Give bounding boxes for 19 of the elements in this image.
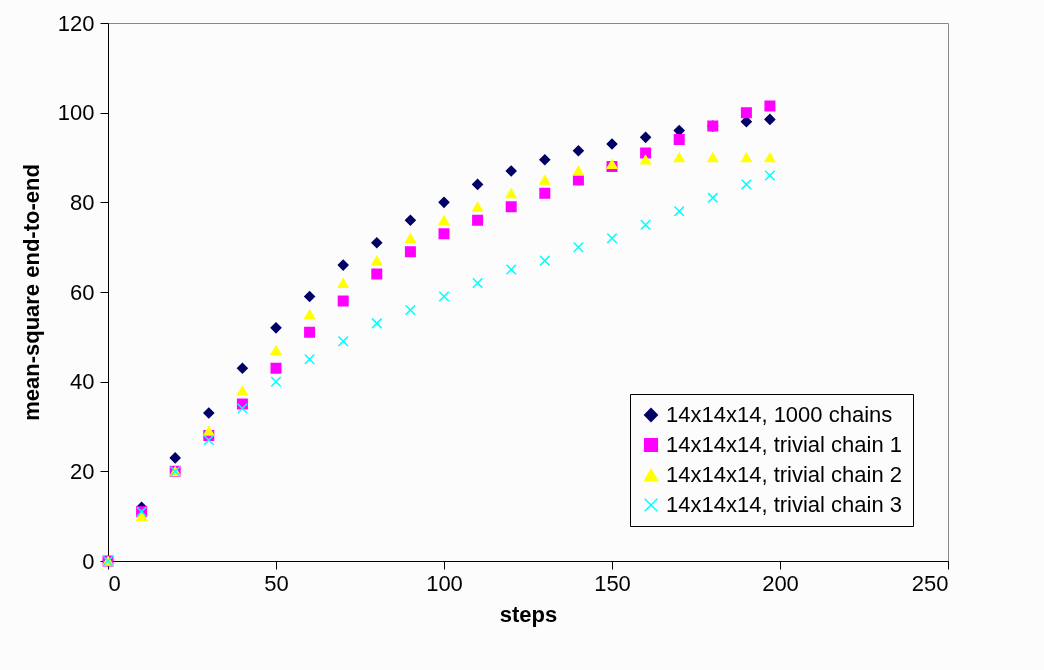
legend-label: 14x14x14, 1000 chains [666,402,893,427]
x-tick-label: 150 [594,570,631,596]
y-tick-label: 20 [70,458,95,484]
x-tick-label: 100 [426,570,463,596]
x-tick-label: 0 [108,570,121,596]
x-tick-label: 200 [762,570,799,596]
x-tick-label: 50 [264,570,289,596]
y-tick-label: 80 [70,189,95,215]
y-tick-label: 40 [70,369,95,395]
y-tick-label: 60 [70,279,95,305]
y-tick-label: 0 [82,548,95,574]
y-tick-label: 100 [57,100,95,126]
legend-label: 14x14x14, trivial chain 2 [666,462,903,487]
y-axis-title: mean-square end-to-end [18,164,44,421]
x-axis-title: steps [499,601,558,627]
legend-label: 14x14x14, trivial chain 3 [666,492,903,517]
legend-label: 14x14x14, trivial chain 1 [666,432,903,457]
x-tick-label: 250 [911,570,949,596]
y-tick-label: 120 [57,10,95,36]
